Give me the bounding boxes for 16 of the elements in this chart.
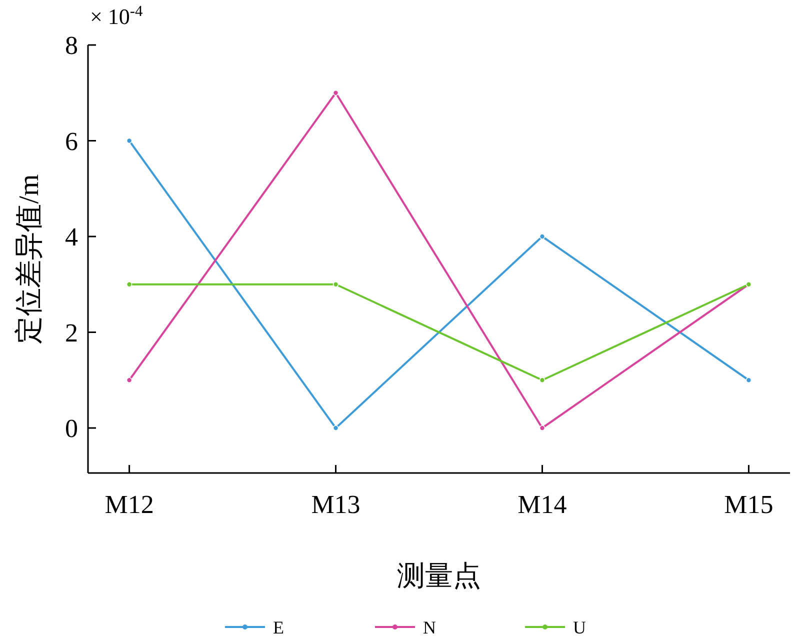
x-tick-label: M13	[311, 490, 360, 519]
y-tick-label: 2	[65, 318, 78, 348]
x-tick-label: M15	[724, 490, 774, 519]
x-tick-label: M12	[104, 490, 154, 519]
text: × 10$^{-4}$	[90, 2, 144, 29]
legend-label: N	[423, 617, 436, 638]
point	[539, 234, 546, 240]
y-axis-title: 定位差异值/m	[14, 174, 45, 344]
y-tick-label: 4	[65, 222, 78, 252]
y-tick-label: 0	[65, 414, 78, 444]
y-tick-label: 6	[65, 126, 78, 156]
legend-label: U	[573, 617, 586, 638]
x-axis-title: 测量点	[397, 561, 481, 592]
y-tick-label: 8	[65, 31, 78, 60]
legend-label: E	[273, 617, 284, 638]
x-tick-label: M14	[518, 490, 567, 519]
